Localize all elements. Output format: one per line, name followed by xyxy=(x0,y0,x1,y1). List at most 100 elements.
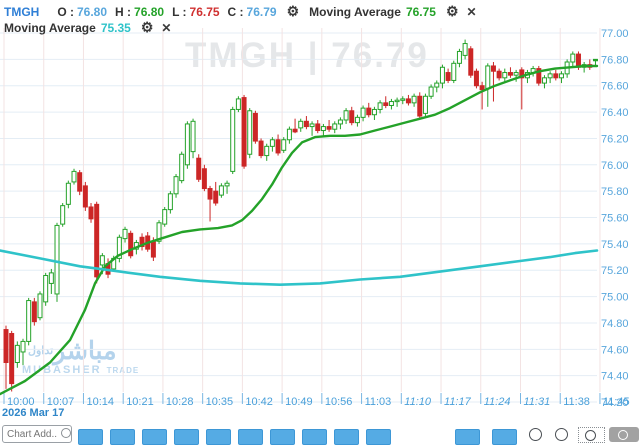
broker-logo-arabic: مباشرتداول xyxy=(28,337,117,365)
candle-body xyxy=(536,68,542,84)
indicator-header: Moving Average 75.35 ⚙ ✕ xyxy=(4,19,171,36)
candlestick-chart[interactable]: 77.00 76.80 76.60 76.40 76.20 76.00 75.80 75.60… xyxy=(0,0,640,422)
interval-button[interactable] xyxy=(270,429,295,445)
candle-body xyxy=(48,272,54,284)
price-axis-label: 74.20 xyxy=(601,397,629,409)
candle-body xyxy=(184,123,190,166)
candle-body xyxy=(230,108,236,172)
candle-body xyxy=(167,193,173,211)
candle-body xyxy=(190,120,196,153)
candle-body xyxy=(20,340,26,353)
candle-body xyxy=(128,232,134,257)
candle-body xyxy=(513,72,519,76)
interval-button[interactable] xyxy=(110,429,135,445)
ma-fast-value: 76.75 xyxy=(405,4,436,19)
time-axis-label: 11:24 xyxy=(484,396,511,408)
ohlc-header: TMGH O : 76.80 H : 76.80 L : 76.75 C : 7… xyxy=(4,3,477,20)
candle-body xyxy=(519,69,525,79)
high-label: H : xyxy=(115,4,132,19)
time-axis-label: 10:49 xyxy=(285,396,313,408)
candle-body xyxy=(479,85,485,91)
interval-button[interactable] xyxy=(174,429,199,445)
candle-body xyxy=(235,98,241,110)
candle-body xyxy=(439,66,445,84)
interval-button[interactable] xyxy=(334,429,359,445)
candle-body xyxy=(553,73,559,79)
magnifier-small-icon[interactable] xyxy=(529,428,542,441)
candle-body xyxy=(343,110,349,121)
interval-button[interactable] xyxy=(78,429,103,445)
ma-slow-label: Moving Average xyxy=(4,20,96,35)
low-value: 76.75 xyxy=(189,4,220,19)
low-label: L : xyxy=(172,4,187,19)
ma-fast-settings-gear-icon[interactable]: ⚙ xyxy=(445,3,459,19)
candle-body xyxy=(462,43,468,56)
price-axis-label: 75.40 xyxy=(601,239,629,251)
candle-body xyxy=(31,301,37,323)
candle-body xyxy=(558,73,564,79)
candle-body xyxy=(496,70,502,79)
candle-body xyxy=(139,236,145,248)
toolbar-right-button[interactable] xyxy=(492,429,517,445)
candle-body xyxy=(337,119,343,125)
price-axis-label: 74.80 xyxy=(601,318,629,330)
candle-body xyxy=(196,157,202,180)
candle-body xyxy=(116,236,122,259)
candle-body xyxy=(405,98,411,104)
candle-body xyxy=(485,65,491,89)
time-axis-label: 11:17 xyxy=(444,396,472,408)
candle-body xyxy=(88,206,94,220)
candle-body xyxy=(298,120,304,129)
candle-body xyxy=(258,140,264,157)
candle-body xyxy=(224,182,230,187)
ma-slow-line xyxy=(0,249,599,286)
close-label: C : xyxy=(227,4,244,19)
candle-body xyxy=(592,58,598,62)
candle-body xyxy=(490,65,496,72)
candle-body xyxy=(213,190,219,204)
candle-body xyxy=(388,101,394,106)
candle-body xyxy=(9,333,15,385)
magnifier-icon xyxy=(61,428,71,438)
magnifier-icon[interactable] xyxy=(555,428,568,441)
candle-body xyxy=(99,255,105,266)
candle-body xyxy=(309,123,315,128)
interval-button[interactable] xyxy=(366,429,391,445)
time-axis-label: 10:21 xyxy=(126,396,154,408)
candle-body xyxy=(269,139,275,147)
price-axis-label: 75.60 xyxy=(601,213,629,225)
candle-body xyxy=(400,98,406,101)
interval-button[interactable] xyxy=(206,429,231,445)
toolbar-right-button[interactable] xyxy=(455,429,480,445)
candle-body xyxy=(264,145,270,157)
time-axis-label: 10:00 xyxy=(7,396,35,408)
candle-body xyxy=(417,95,423,117)
candle-body xyxy=(26,300,32,342)
candle-body xyxy=(502,72,508,79)
ma-slow-close-icon[interactable]: ✕ xyxy=(161,20,172,35)
candle-body xyxy=(247,110,253,155)
candle-body xyxy=(371,108,377,116)
candle-body xyxy=(122,228,128,240)
interval-button[interactable] xyxy=(238,429,263,445)
symbol-label: TMGH xyxy=(4,4,40,19)
price-axis-label: 76.00 xyxy=(601,160,629,172)
candle-body xyxy=(241,97,247,167)
chart-settings-gear-icon[interactable]: ⚙ xyxy=(286,3,300,19)
candle-body xyxy=(394,99,400,103)
interval-button[interactable] xyxy=(302,429,327,445)
open-label: O : xyxy=(57,4,74,19)
candle-body xyxy=(451,62,457,81)
ma-fast-close-icon[interactable]: ✕ xyxy=(466,4,477,19)
interval-button[interactable] xyxy=(142,429,167,445)
candle-body xyxy=(315,123,321,132)
price-axis-label: 75.80 xyxy=(601,186,629,198)
ma-slow-settings-gear-icon[interactable]: ⚙ xyxy=(140,19,154,35)
candle-body xyxy=(54,224,60,295)
candle-body xyxy=(411,95,417,104)
candle-body xyxy=(14,344,20,363)
price-axis-label: 74.60 xyxy=(601,344,629,356)
box-zoom-icon[interactable] xyxy=(578,427,605,443)
time-axis-label: 10:42 xyxy=(245,396,273,408)
candle-body xyxy=(218,185,224,196)
